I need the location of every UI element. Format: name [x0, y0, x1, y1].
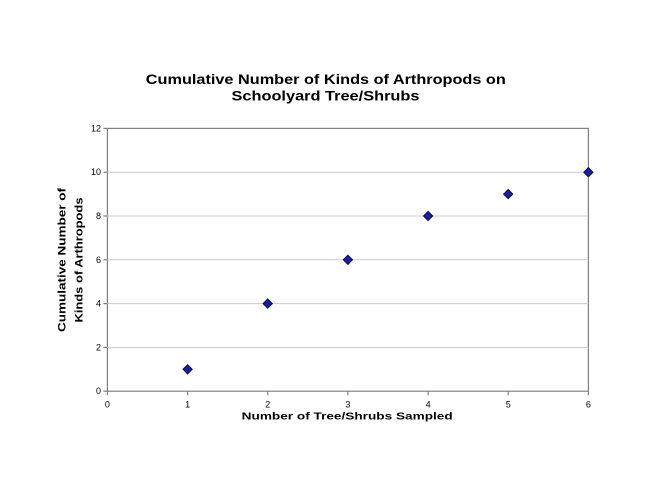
- svg-text:Cumulative Number of Kinds of: Cumulative Number of Kinds of Arthropods…: [146, 71, 506, 87]
- svg-text:2: 2: [96, 342, 101, 352]
- svg-text:Cumulative Number of: Cumulative Number of: [57, 188, 69, 332]
- svg-text:6: 6: [586, 400, 591, 410]
- svg-text:Schoolyard Tree/Shrubs: Schoolyard Tree/Shrubs: [232, 87, 420, 103]
- svg-text:5: 5: [506, 400, 511, 410]
- svg-text:2: 2: [265, 400, 270, 410]
- svg-text:12: 12: [91, 123, 101, 133]
- svg-text:3: 3: [345, 400, 350, 410]
- svg-text:Number of Tree/Shrubs Sampled: Number of Tree/Shrubs Sampled: [242, 411, 453, 423]
- svg-text:0: 0: [96, 386, 101, 396]
- svg-text:10: 10: [91, 167, 101, 177]
- svg-text:Kinds of Arthropods: Kinds of Arthropods: [73, 198, 85, 323]
- svg-text:8: 8: [96, 211, 101, 221]
- svg-text:4: 4: [96, 299, 101, 309]
- svg-text:1: 1: [185, 400, 190, 410]
- svg-text:6: 6: [96, 255, 101, 265]
- svg-text:0: 0: [105, 400, 110, 410]
- svg-text:4: 4: [426, 400, 431, 410]
